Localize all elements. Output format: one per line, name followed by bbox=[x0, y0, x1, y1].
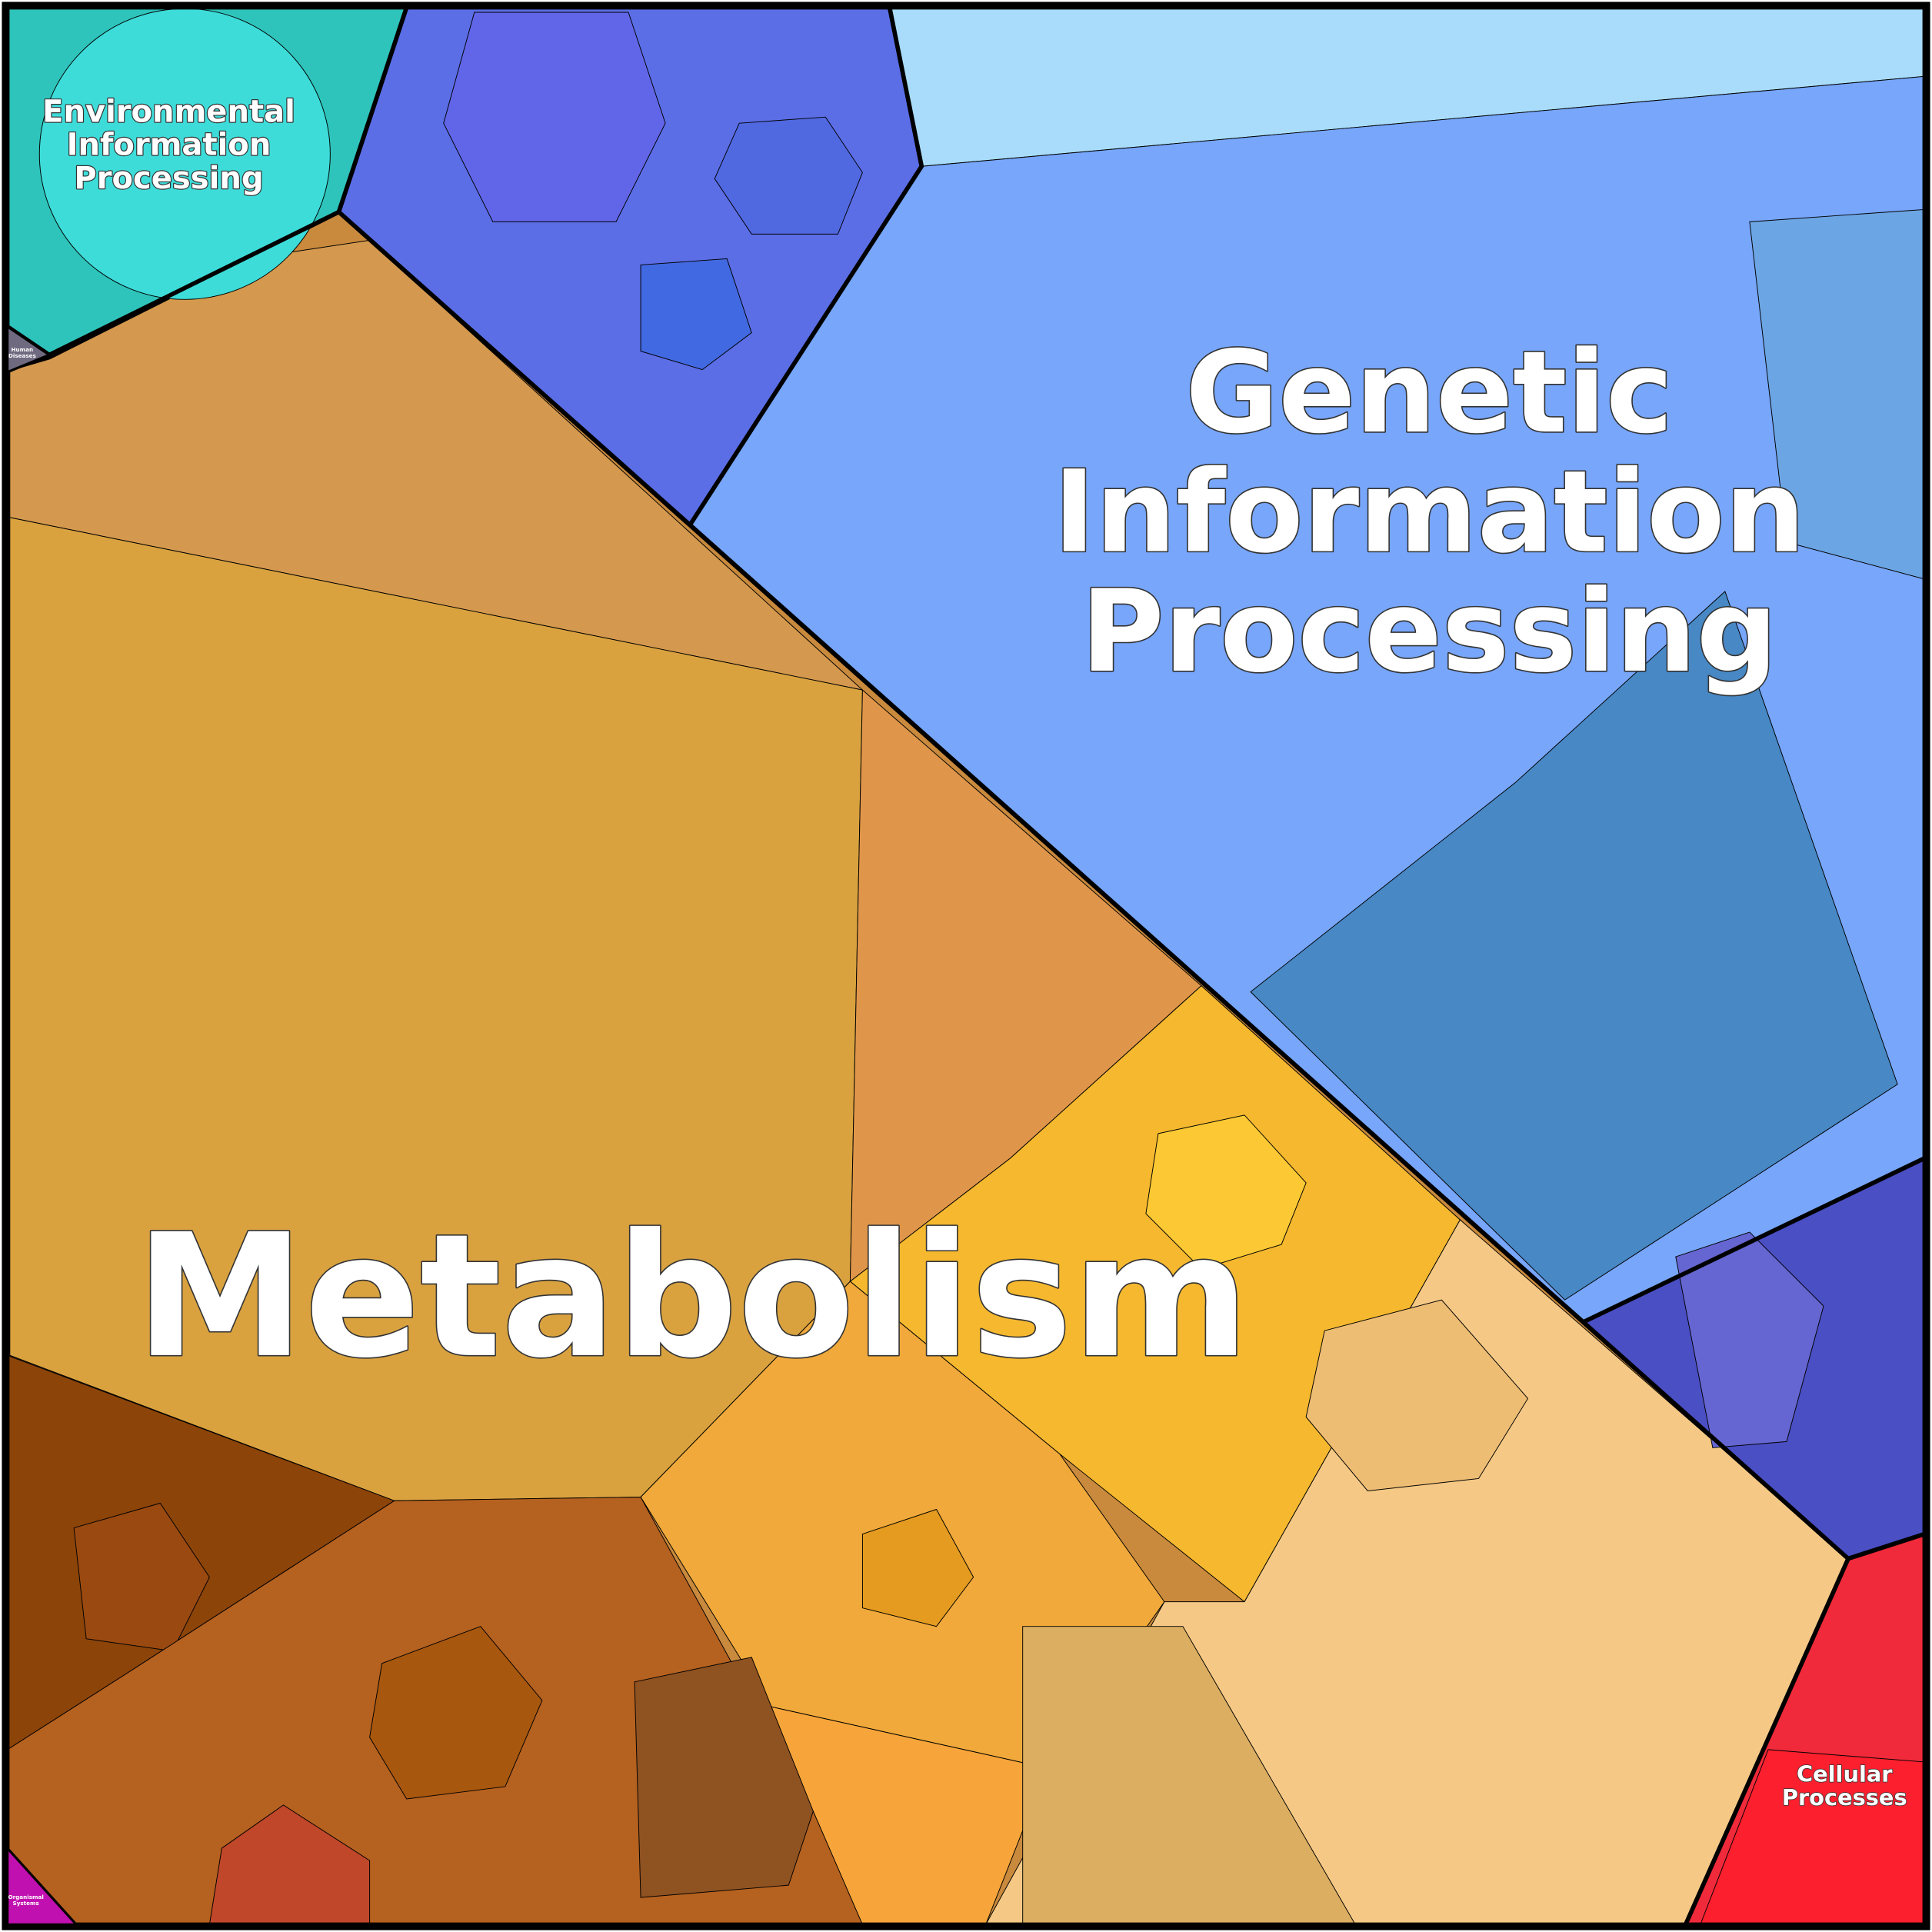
human-diseases-label: Diseases bbox=[8, 352, 36, 359]
cell bbox=[640, 258, 752, 371]
cellular-label: Processes bbox=[1782, 1784, 1907, 1810]
cell bbox=[1675, 1231, 1824, 1448]
organismal-label: Systems bbox=[13, 1900, 39, 1907]
genetic-label: Information bbox=[1053, 446, 1805, 578]
cell bbox=[73, 1502, 210, 1652]
cell bbox=[1145, 1114, 1307, 1270]
human-diseases-label: Human bbox=[12, 346, 34, 353]
cell bbox=[1305, 1299, 1529, 1491]
cell bbox=[443, 12, 666, 222]
environmental-label: Environmental bbox=[42, 94, 295, 129]
cell bbox=[634, 1657, 814, 1898]
genetic-label: Genetic bbox=[1185, 326, 1673, 458]
cell bbox=[861, 1508, 974, 1627]
cell bbox=[714, 116, 863, 235]
environmental-label: Processing bbox=[74, 161, 263, 196]
cell bbox=[208, 1804, 371, 1925]
cell bbox=[369, 1626, 543, 1800]
labels: EnvironmentalInformationProcessingGeneti… bbox=[8, 93, 1907, 1907]
genetic-label: Processing bbox=[1081, 565, 1778, 698]
cell bbox=[1250, 591, 1898, 1301]
cellular-label: Cellular bbox=[1797, 1761, 1893, 1787]
organismal-label: Organismal bbox=[8, 1894, 43, 1900]
metabolism-label: Metabolism bbox=[135, 1198, 1249, 1396]
environmental-label: Information bbox=[67, 128, 271, 163]
